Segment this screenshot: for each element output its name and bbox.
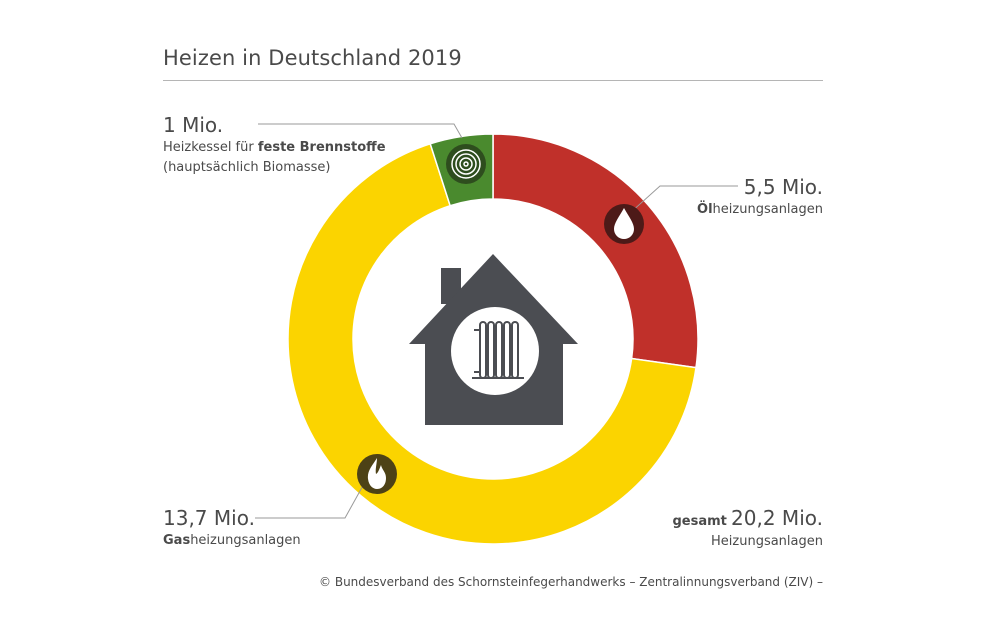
label-gas-rest: heizungsanlagen — [190, 533, 301, 548]
label-solid-line2: (hauptsächlich Biomasse) — [163, 160, 331, 175]
title-divider — [163, 80, 823, 81]
chart-title: Heizen in Deutschland 2019 — [163, 46, 462, 70]
total-value: 20,2 Mio. — [731, 506, 823, 530]
label-oil-bold: Öl — [697, 202, 713, 217]
value-solid-fuel: 1 Mio. — [163, 113, 224, 137]
leader-line-oil — [629, 185, 738, 214]
footer-copyright: © Bundesverband des Schornsteinfegerhand… — [319, 575, 823, 589]
total-label: Heizungsanlagen — [711, 534, 823, 549]
total-prefix: gesamt — [672, 514, 727, 529]
oil-drop-icon — [604, 204, 644, 244]
leader-line-gas — [255, 481, 366, 519]
label-oil-rest: heizungsanlagen — [712, 202, 823, 217]
label-solid-fuel: 1 Mio. Heizkessel für feste Brennstoffe … — [163, 112, 386, 178]
label-total: gesamt 20,2 Mio. Heizungsanlagen — [673, 505, 824, 552]
slice-oil — [492, 133, 699, 369]
wood-log-icon — [446, 144, 486, 184]
label-gas-bold: Gas — [163, 533, 191, 548]
label-gas: 13,7 Mio. Gasheizungsanlagen — [163, 505, 301, 551]
label-solid-bold: feste Brennstoffe — [257, 140, 386, 155]
value-gas: 13,7 Mio. — [163, 506, 255, 530]
value-oil: 5,5 Mio. — [743, 175, 823, 199]
leader-line-solid — [258, 123, 463, 139]
slice-gas — [287, 142, 697, 545]
label-oil: 5,5 Mio. Ölheizungsanlagen — [697, 174, 823, 220]
label-solid-pre: Heizkessel für — [163, 140, 258, 155]
house-heating-icon — [409, 254, 578, 425]
gas-flame-icon — [357, 454, 397, 494]
